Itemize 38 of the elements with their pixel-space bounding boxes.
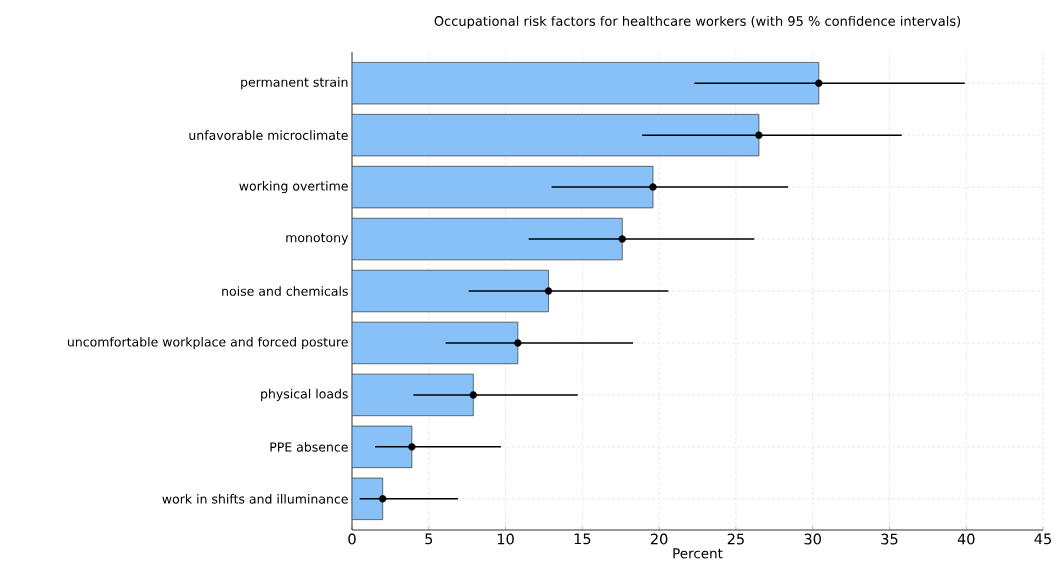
point xyxy=(755,131,763,139)
x-tick-label: 10 xyxy=(497,533,514,545)
bar xyxy=(352,373,474,417)
y-tick-label: uncomfortable workplace and forced posture xyxy=(67,336,348,350)
y-tick-label: working overtime xyxy=(239,181,348,194)
x-tick-label: 0 xyxy=(348,533,356,545)
y-tick-label: permanent strain xyxy=(241,77,348,90)
x-axis-title: Percent xyxy=(673,548,723,559)
y-tick-label: physical loads xyxy=(261,388,348,401)
point xyxy=(469,391,478,399)
x-tick-label: 25 xyxy=(727,533,744,545)
bar xyxy=(352,165,654,209)
point xyxy=(408,443,416,451)
point xyxy=(544,287,553,295)
y-tick-label: monotony xyxy=(286,233,349,245)
y-tick-label: unfavorable microclimate xyxy=(189,130,348,140)
x-tick-label: 40 xyxy=(957,533,975,545)
x-tick-label: 30 xyxy=(804,533,821,545)
x-tick-label: 20 xyxy=(650,533,668,545)
bar xyxy=(352,425,413,469)
bar xyxy=(352,62,820,105)
point xyxy=(649,183,657,191)
x-tick-label: 45 xyxy=(1034,533,1051,545)
point xyxy=(815,79,823,87)
x-tick-label: 15 xyxy=(574,533,591,545)
point xyxy=(514,339,522,347)
point xyxy=(618,235,626,243)
point xyxy=(379,495,387,503)
bar xyxy=(352,114,760,157)
bar xyxy=(352,217,623,261)
x-tick-label: 5 xyxy=(425,533,433,545)
y-tick-label: noise and chemicals xyxy=(222,286,348,296)
bar xyxy=(352,269,549,313)
y-tick-label: PPE absence xyxy=(270,442,348,452)
bar xyxy=(352,321,519,365)
x-tick-label: 35 xyxy=(881,533,898,545)
chart-title: Occupational risk factors for healthcare workers (with 95 % confidence intervals) xyxy=(434,15,961,29)
y-tick-label: work in shifts and illuminance xyxy=(162,493,348,504)
